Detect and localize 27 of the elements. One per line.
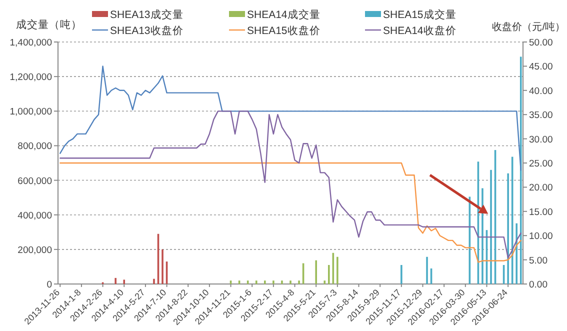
legend-label: SHEA14收盘价 [383,25,456,37]
y-tick-label: 200,000 [18,244,52,256]
y-tick-label: 400,000 [18,210,52,222]
legend-label: SHEA13成交量 [110,8,184,21]
y2-tick-label: 30.00 [529,134,553,146]
y2-tick-label: 5.00 [529,255,548,266]
y2-tick-label: 25.00 [529,158,553,170]
y-tick-label: 600,000 [18,176,52,187]
y-tick-label: 1,000,000 [10,106,52,118]
y2-tick-label: 40.00 [529,86,553,97]
y2-tick-label: 20.00 [529,182,553,194]
y-tick-label: 1,200,000 [10,72,52,84]
y2-tick-label: 10.00 [529,231,553,242]
y-tick-label: 800,000 [18,141,52,152]
y2-tick-label: 50.00 [529,38,553,48]
y2-tick-label: 15.00 [529,206,553,218]
legend-label: SHEA15收盘价 [247,25,320,37]
y2-tick-label: 35.00 [529,110,553,122]
y2-tick-label: 45.00 [529,62,553,73]
y-tick-label: 1,400,000 [10,38,52,48]
legend-label: SHEA13收盘价 [110,25,184,37]
legend-label: SHEA14成交量 [247,8,320,21]
legend-label: SHEA15成交量 [383,8,456,21]
y2-tick-label: 0.00 [529,280,548,290]
y-axis-title: 成交量（吨） [16,18,82,31]
y2-axis-title: 收盘价（元/吨） [492,21,565,33]
y-tick-label: 0 [46,280,52,290]
